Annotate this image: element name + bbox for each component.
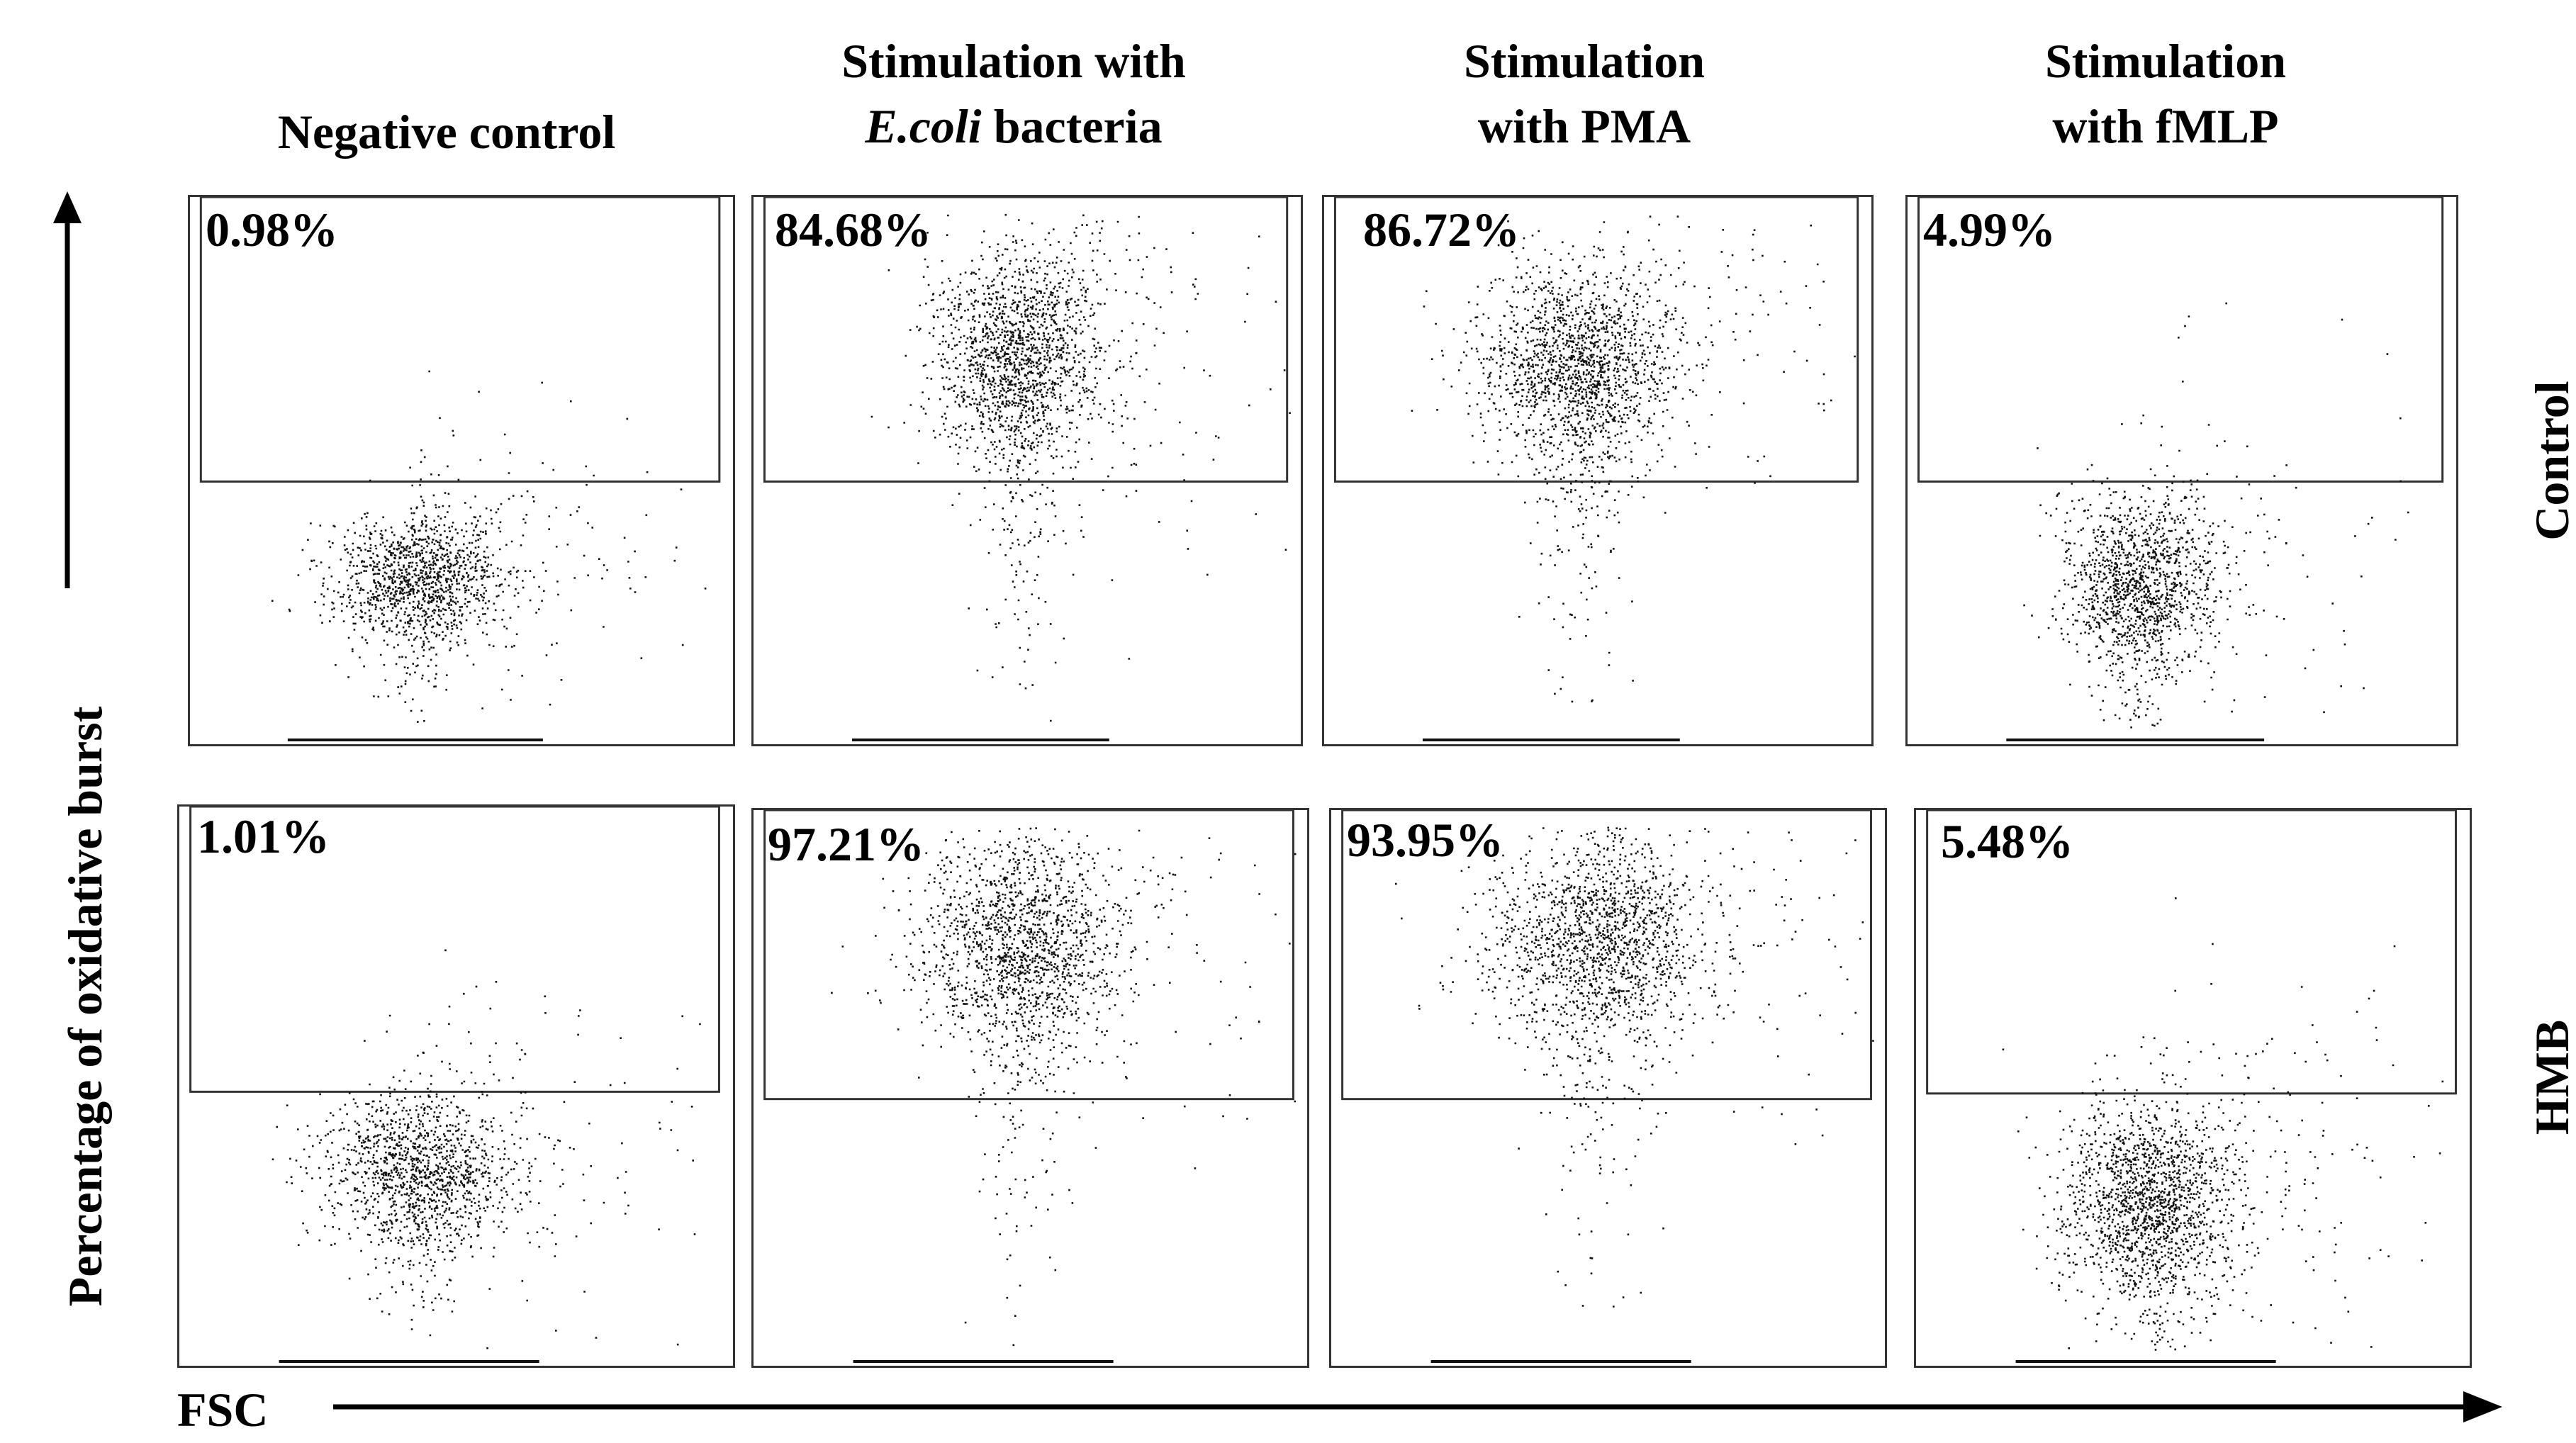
panel-hmb-fmlp: 5.48% [1914, 808, 2472, 1368]
column-title-line: with fMLP [2052, 99, 2279, 153]
gated-percent-label: 84.68% [775, 203, 931, 257]
gate-rectangle [1333, 197, 1859, 483]
gated-percent-label: 86.72% [1363, 203, 1520, 257]
gated-percent-label: 97.21% [768, 817, 924, 871]
scatter-plot [189, 807, 720, 1363]
event-dots [1395, 826, 1874, 1308]
y-axis-arrow [53, 191, 82, 588]
scatter-points [2006, 302, 2409, 741]
scatter-plot [199, 197, 721, 741]
scatter-plot [1341, 810, 1874, 1363]
x-axis-arrow [333, 1391, 2502, 1422]
event-dots [2023, 302, 2409, 729]
column-title-italic: E.coli [865, 99, 982, 153]
column-title-line: Stimulation [1463, 34, 1706, 88]
panel-hmb-ecoli: 97.21% [751, 808, 1309, 1368]
column-title-line: E.coli bacteria [744, 94, 1283, 159]
y-axis-label: Percentage of oxidative burst [58, 706, 112, 1307]
column-title-line: with PMA [1477, 99, 1691, 153]
event-dots [271, 949, 701, 1349]
gated-percent-label: 5.48% [1941, 814, 2073, 868]
scatter-plot [1917, 197, 2444, 741]
gate-rectangle [763, 810, 1294, 1101]
scatter-plot [763, 810, 1297, 1363]
panel-control-ecoli: 84.68% [751, 195, 1303, 746]
scatter-plot [1333, 197, 1859, 741]
scatter-plot [1926, 810, 2457, 1363]
row-label-control: Control [2525, 381, 2576, 541]
gated-percent-label: 4.99% [1923, 203, 2056, 257]
column-title-rest: bacteria [981, 99, 1163, 153]
scatter-points [1395, 826, 1874, 1363]
panel-hmb-negative-control: 1.01% [177, 804, 735, 1368]
scatter-points [2002, 897, 2444, 1363]
gate-rectangle [1926, 810, 2457, 1095]
column-title-line: Stimulation with [841, 34, 1186, 88]
column-title-pma: Stimulation with PMA [1315, 28, 1854, 159]
gate-rectangle [1341, 810, 1872, 1101]
gated-percent-label: 1.01% [197, 809, 330, 863]
gate-rectangle [1917, 197, 2444, 483]
gated-percent-label: 0.98% [206, 203, 338, 257]
panel-hmb-pma: 93.95% [1329, 808, 1887, 1368]
scatter-points [271, 370, 707, 741]
gate-rectangle [189, 807, 720, 1093]
row-label-hmb: HMB [2525, 1019, 2576, 1135]
x-axis-label: FSC [177, 1383, 269, 1437]
scatter-points [1411, 215, 1856, 741]
column-title-line: Negative control [277, 105, 616, 159]
event-dots [870, 213, 1291, 722]
gate-rectangle [199, 197, 721, 483]
event-dots [831, 827, 1297, 1347]
column-title-fmlp: Stimulation with fMLP [1896, 28, 2435, 159]
scatter-points [271, 949, 701, 1363]
scatter-points [831, 827, 1297, 1363]
gate-rectangle [763, 197, 1289, 483]
panel-control-pma: 86.72% [1322, 195, 1874, 746]
event-dots [1411, 215, 1856, 703]
column-title-negative-control: Negative control [177, 99, 716, 164]
panel-control-negative-control: 0.98% [188, 195, 735, 746]
gated-percent-label: 93.95% [1347, 813, 1503, 867]
column-title-line: Stimulation [2044, 34, 2287, 88]
event-dots [2002, 897, 2444, 1351]
scatter-points [851, 213, 1291, 741]
event-dots [271, 370, 707, 723]
scatter-plot [763, 197, 1291, 741]
panel-control-fmlp: 4.99% [1905, 195, 2458, 746]
column-title-ecoli: Stimulation with E.coli bacteria [744, 28, 1283, 159]
